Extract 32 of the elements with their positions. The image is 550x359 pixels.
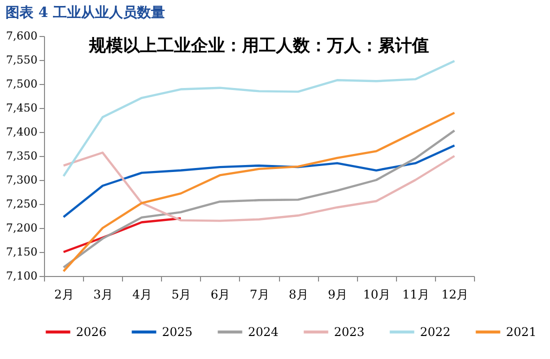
- x-tick-label: 3月: [93, 288, 113, 302]
- x-tick-label: 5月: [172, 288, 192, 302]
- y-tick-label: 7,100: [6, 270, 38, 282]
- line-series: [62, 60, 456, 178]
- legend-label: 2025: [162, 325, 193, 339]
- y-tick-label: 7,350: [6, 150, 38, 162]
- legend-label: 2026: [76, 325, 107, 339]
- legend-label: 2023: [334, 325, 365, 339]
- x-tick-label: 7月: [250, 288, 270, 302]
- y-tick-label: 7,600: [6, 30, 38, 42]
- legend-label: 2022: [420, 325, 451, 339]
- chart-title: 图表 4 工业从业人员数量: [6, 5, 166, 21]
- x-tick-label: 2月: [54, 288, 74, 302]
- y-tick-label: 7,400: [6, 126, 38, 138]
- legend-label: 2024: [248, 325, 279, 339]
- x-tick-label: 6月: [210, 288, 230, 302]
- x-tick-label: 8月: [288, 288, 308, 302]
- chart-subtitle: 规模以上工业企业：用工人数：万人：累计值: [88, 36, 429, 56]
- x-tick-label: 12月: [441, 288, 469, 302]
- y-tick-label: 7,450: [6, 102, 38, 114]
- line-series: [62, 217, 182, 254]
- y-tick-label: 7,550: [6, 54, 38, 66]
- x-tick-label: 4月: [132, 288, 152, 302]
- y-tick-label: 7,250: [6, 198, 38, 210]
- y-tick-label: 7,200: [6, 222, 38, 234]
- x-tick-label: 9月: [328, 288, 348, 302]
- y-tick-label: 7,150: [6, 246, 38, 258]
- x-tick-label: 11月: [402, 288, 430, 302]
- x-tick-label: 10月: [363, 288, 390, 302]
- legend-label: 2021: [506, 325, 537, 339]
- y-tick-label: 7,500: [6, 78, 38, 90]
- y-tick-label: 7,300: [6, 174, 38, 186]
